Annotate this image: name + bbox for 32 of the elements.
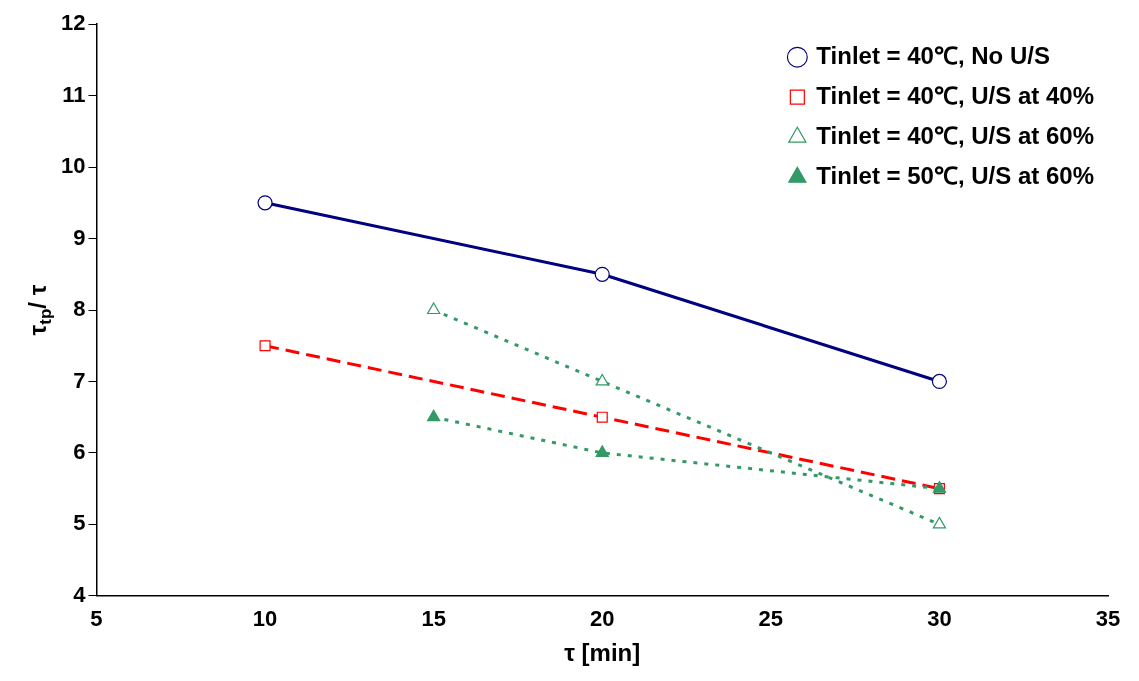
y-tick-label: 5 bbox=[73, 510, 86, 536]
y-tick-label: 7 bbox=[73, 367, 86, 393]
x-tick-label: 25 bbox=[758, 606, 784, 632]
point bbox=[596, 411, 608, 423]
x-tick-label: 5 bbox=[90, 606, 103, 632]
point bbox=[426, 409, 441, 422]
y-tick-label: 12 bbox=[60, 10, 86, 36]
y-tick-label: 8 bbox=[73, 296, 86, 322]
point bbox=[594, 266, 610, 282]
legend-label: Tinlet = 40℃, U/S at 40% bbox=[816, 81, 1095, 109]
point bbox=[931, 373, 948, 390]
y-axis-title: τtp/ τ bbox=[24, 284, 55, 336]
x-axis-title: τ [min] bbox=[564, 639, 641, 667]
point bbox=[932, 516, 947, 529]
x-tick-label: 30 bbox=[927, 606, 952, 632]
legend-label: Tinlet = 40℃, U/S at 60% bbox=[816, 121, 1095, 149]
y-tick-label: 10 bbox=[60, 153, 86, 179]
y-tick-label: 6 bbox=[73, 438, 86, 464]
point bbox=[426, 302, 441, 315]
point bbox=[259, 340, 271, 352]
x-tick-label: 15 bbox=[421, 606, 446, 632]
point bbox=[257, 195, 273, 211]
x-tick-label: 10 bbox=[252, 606, 278, 632]
x-tick-label: 35 bbox=[1095, 606, 1121, 632]
legend-label: Tinlet = 40℃, No U/S bbox=[816, 41, 1050, 69]
y-tick-label: 9 bbox=[73, 224, 86, 250]
legend-label: Tinlet = 50℃, U/S at 60% bbox=[816, 161, 1095, 189]
y-tick-label: 11 bbox=[62, 81, 86, 107]
x-tick-label: 20 bbox=[589, 606, 615, 632]
y-tick-label: 4 bbox=[73, 581, 87, 607]
point bbox=[595, 445, 609, 457]
point bbox=[595, 373, 609, 386]
